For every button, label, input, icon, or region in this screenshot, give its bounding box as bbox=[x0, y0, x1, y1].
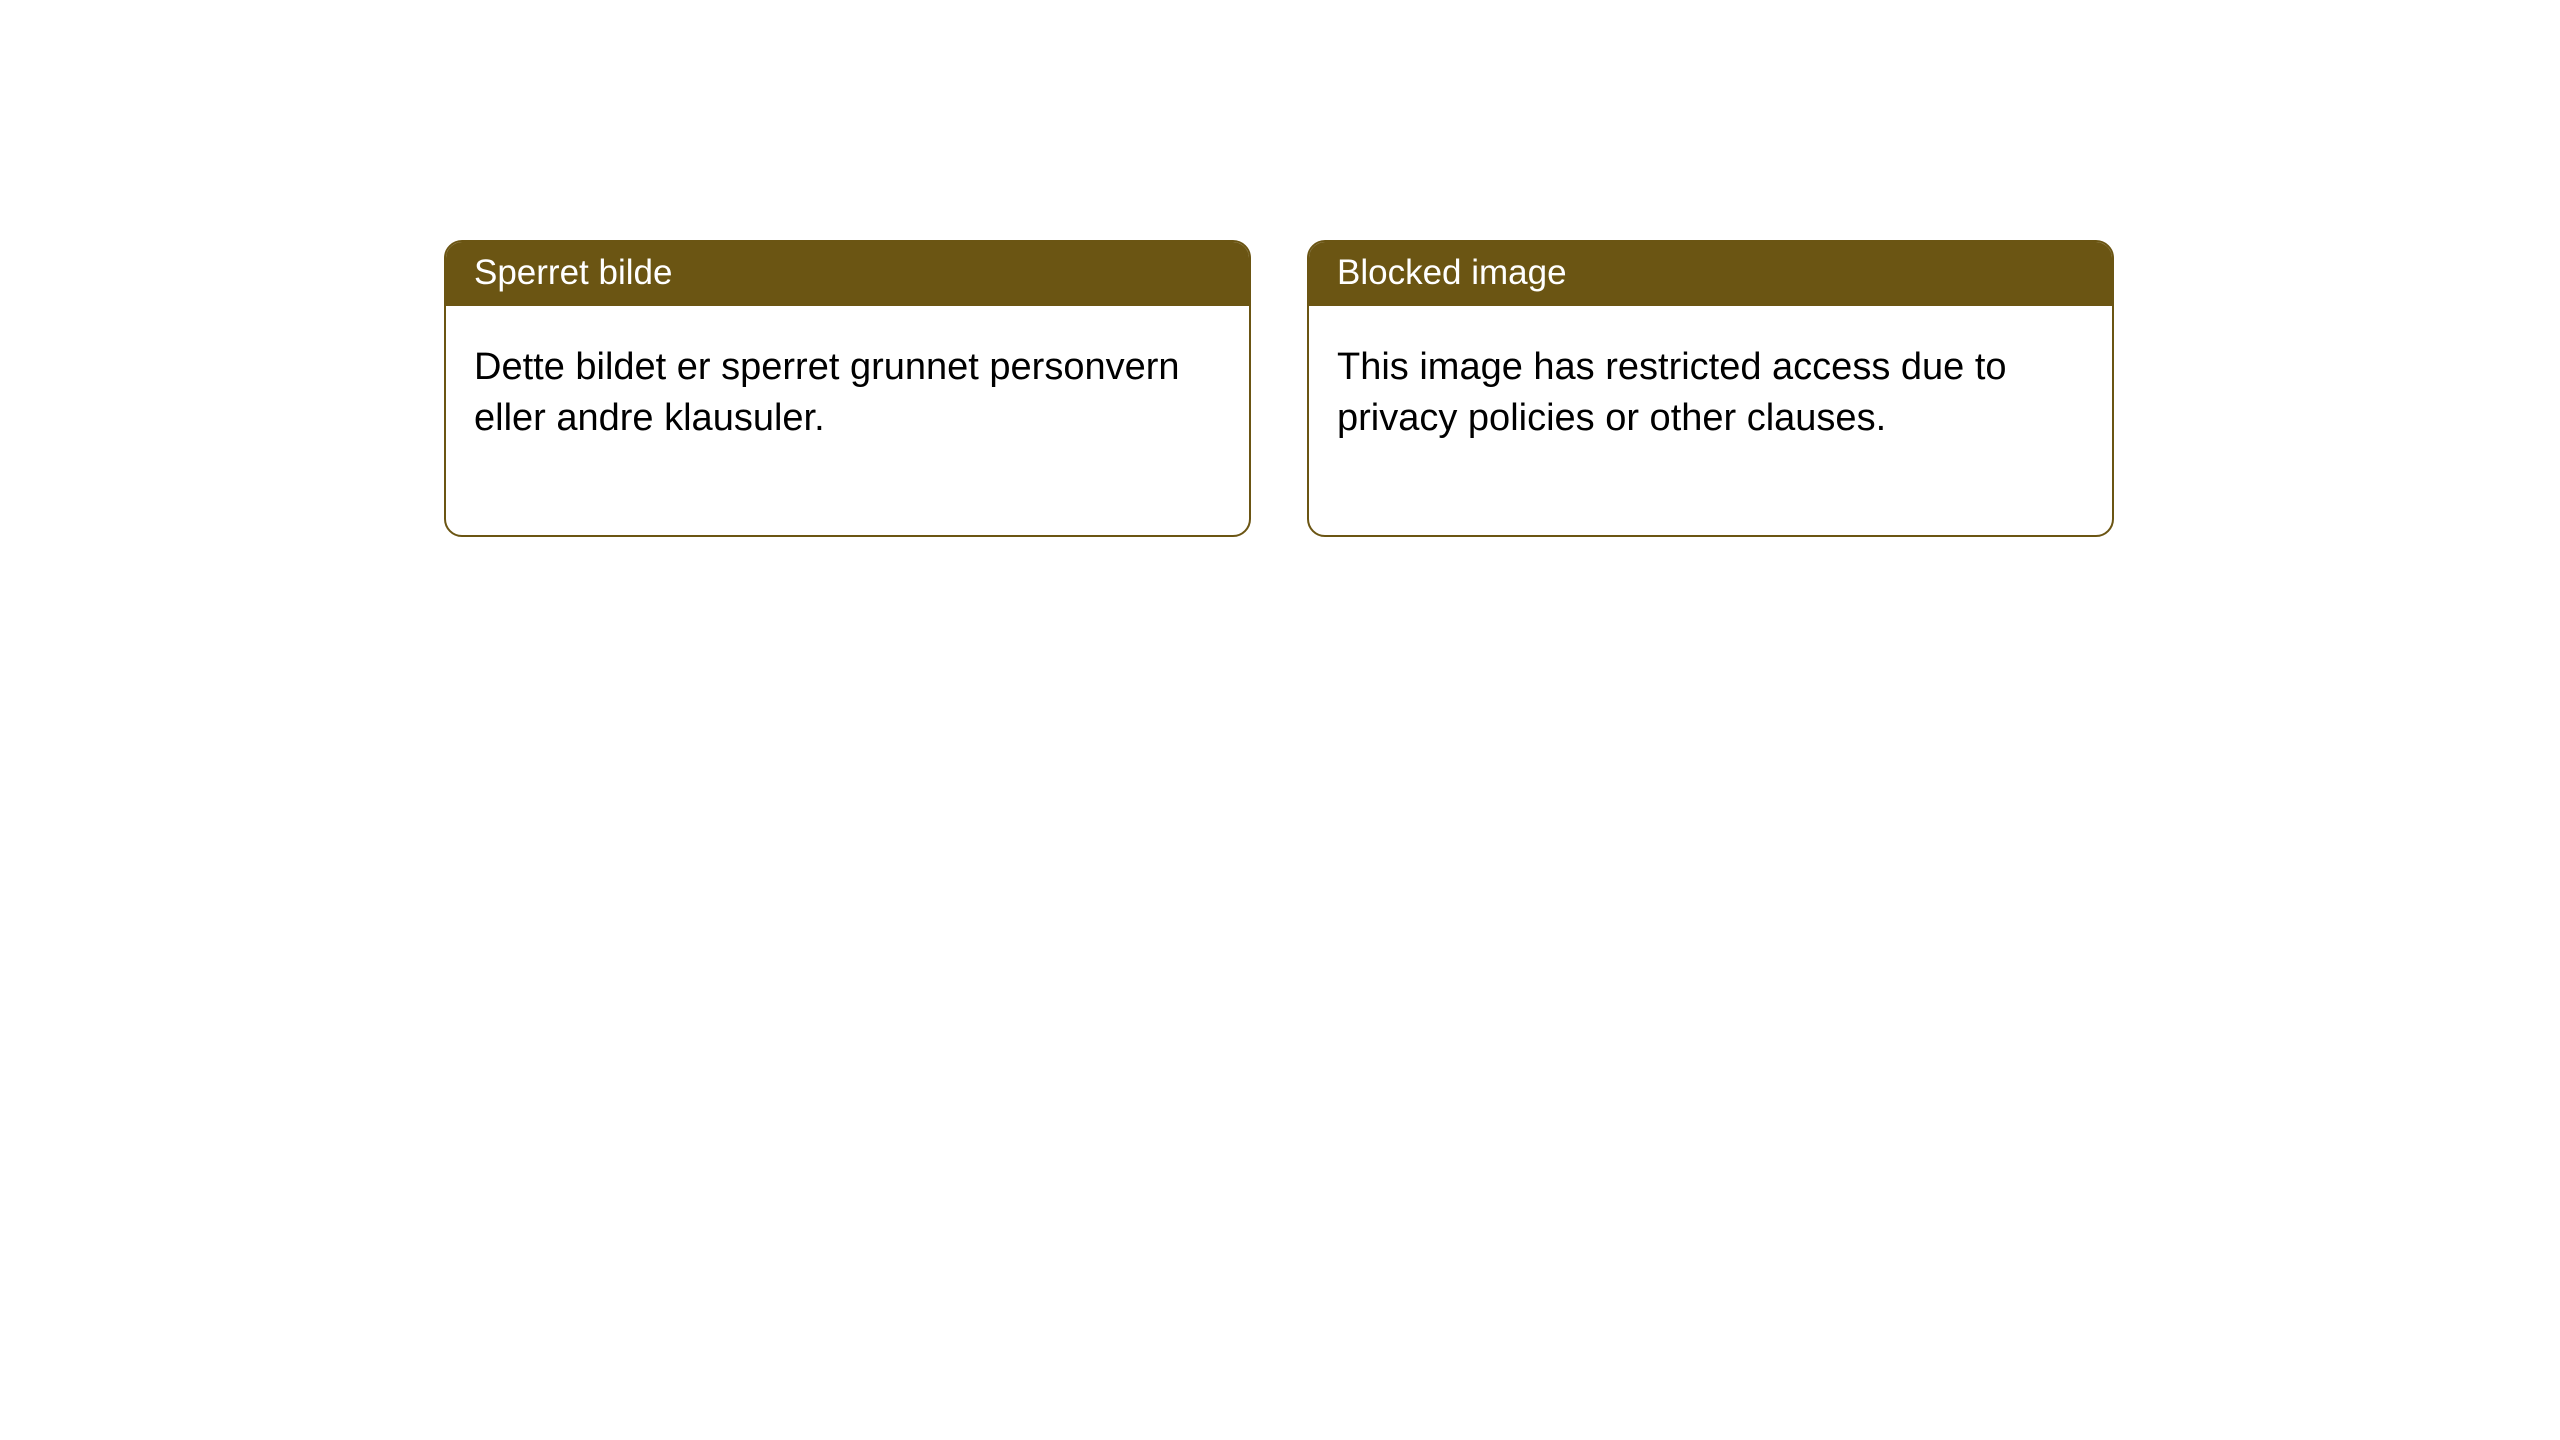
notice-card-en: Blocked image This image has restricted … bbox=[1307, 240, 2114, 537]
notice-body-en: This image has restricted access due to … bbox=[1309, 306, 2112, 535]
notice-title-no: Sperret bilde bbox=[446, 242, 1249, 306]
notice-title-en: Blocked image bbox=[1309, 242, 2112, 306]
notice-body-no: Dette bildet er sperret grunnet personve… bbox=[446, 306, 1249, 535]
notice-card-no: Sperret bilde Dette bildet er sperret gr… bbox=[444, 240, 1251, 537]
notice-container: Sperret bilde Dette bildet er sperret gr… bbox=[0, 0, 2560, 537]
